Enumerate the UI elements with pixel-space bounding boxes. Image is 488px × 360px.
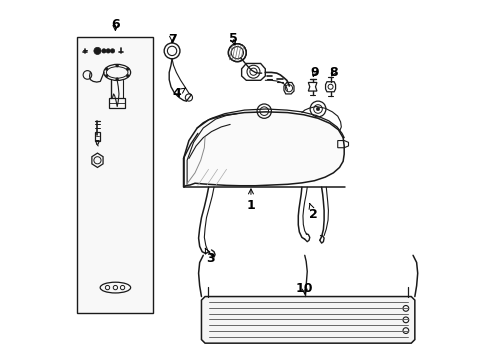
Circle shape: [110, 49, 115, 53]
Text: 6: 6: [111, 18, 120, 31]
Circle shape: [105, 68, 108, 71]
Polygon shape: [77, 37, 153, 313]
Circle shape: [106, 49, 110, 53]
Circle shape: [102, 49, 106, 53]
Text: 2: 2: [308, 203, 317, 221]
Text: 4: 4: [172, 87, 185, 100]
Text: 3: 3: [205, 248, 214, 265]
Polygon shape: [183, 112, 344, 187]
Text: 10: 10: [295, 282, 313, 295]
Circle shape: [116, 64, 119, 67]
Text: 9: 9: [309, 66, 318, 79]
Circle shape: [105, 75, 108, 77]
Circle shape: [94, 47, 101, 54]
Circle shape: [116, 78, 119, 81]
Polygon shape: [201, 297, 414, 343]
Text: 7: 7: [167, 33, 176, 46]
Circle shape: [126, 75, 129, 77]
Text: 8: 8: [328, 66, 337, 79]
Circle shape: [316, 107, 319, 111]
Text: 1: 1: [246, 189, 255, 212]
Text: 5: 5: [228, 32, 237, 45]
Circle shape: [126, 68, 129, 71]
